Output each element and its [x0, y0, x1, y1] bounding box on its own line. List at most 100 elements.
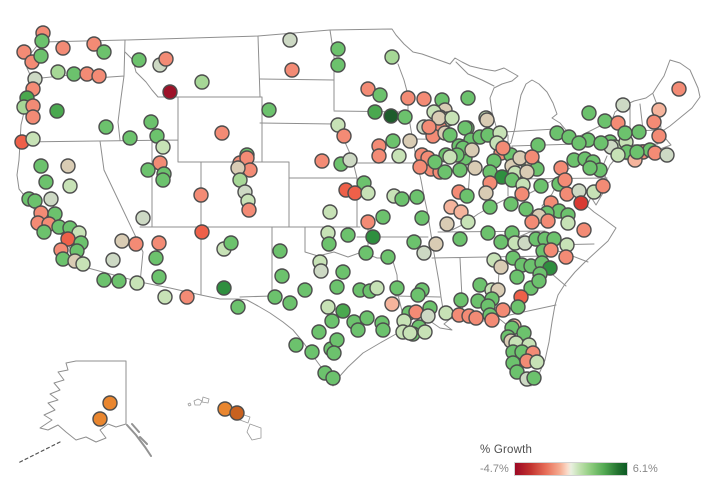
city-dot[interactable] — [324, 313, 340, 329]
city-dot[interactable] — [284, 62, 300, 78]
city-dot[interactable] — [193, 187, 209, 203]
city-dot[interactable] — [86, 36, 102, 52]
city-dot[interactable] — [385, 133, 401, 149]
city-dot[interactable] — [340, 227, 356, 243]
city-dot[interactable] — [129, 275, 145, 291]
city-dot[interactable] — [66, 66, 82, 82]
city-dot[interactable] — [371, 148, 387, 164]
city-dot[interactable] — [92, 411, 108, 427]
city-dot[interactable] — [468, 310, 484, 326]
city-dot[interactable] — [326, 345, 342, 361]
city-dot[interactable] — [493, 234, 509, 250]
city-dot[interactable] — [416, 91, 432, 107]
city-dot[interactable] — [533, 178, 549, 194]
city-dot[interactable] — [350, 322, 366, 338]
city-dot[interactable] — [27, 193, 43, 209]
city-dot[interactable] — [495, 302, 511, 318]
city-dot[interactable] — [524, 214, 540, 230]
city-dot[interactable] — [540, 213, 556, 229]
city-dot[interactable] — [330, 41, 346, 57]
city-dot[interactable] — [444, 110, 460, 126]
city-dot[interactable] — [529, 354, 545, 370]
city-dot[interactable] — [460, 214, 476, 230]
city-dot[interactable] — [427, 154, 443, 170]
city-dot[interactable] — [383, 108, 399, 124]
city-dot[interactable] — [367, 104, 383, 120]
city-dot[interactable] — [322, 204, 338, 220]
city-dot[interactable] — [384, 49, 400, 65]
city-dot[interactable] — [595, 178, 611, 194]
city-dot[interactable] — [313, 263, 329, 279]
city-dot[interactable] — [214, 125, 230, 141]
city-dot[interactable] — [526, 370, 542, 386]
city-dot[interactable] — [610, 147, 626, 163]
city-dot[interactable] — [91, 68, 107, 84]
city-dot[interactable] — [582, 160, 598, 176]
city-dot[interactable] — [347, 185, 363, 201]
city-dot[interactable] — [514, 186, 530, 202]
city-dot[interactable] — [524, 149, 540, 165]
city-dot[interactable] — [360, 185, 376, 201]
city-dot[interactable] — [329, 332, 345, 348]
city-dot[interactable] — [229, 405, 245, 421]
city-dot[interactable] — [128, 236, 144, 252]
city-dot[interactable] — [380, 249, 396, 265]
city-dot[interactable] — [480, 225, 496, 241]
city-dot[interactable] — [304, 344, 320, 360]
city-dot[interactable] — [573, 195, 589, 211]
city-dot[interactable] — [503, 196, 519, 212]
city-dot[interactable] — [194, 74, 210, 90]
city-dot[interactable] — [140, 162, 156, 178]
city-dot[interactable] — [375, 209, 391, 225]
city-dot[interactable] — [365, 229, 381, 245]
city-dot[interactable] — [162, 84, 178, 100]
city-dot[interactable] — [518, 201, 534, 217]
city-dot[interactable] — [495, 140, 511, 156]
city-dot[interactable] — [282, 32, 298, 48]
city-dot[interactable] — [593, 135, 609, 151]
city-dot[interactable] — [311, 324, 327, 340]
city-dot[interactable] — [484, 312, 500, 328]
city-dot[interactable] — [50, 64, 66, 80]
city-dot[interactable] — [111, 273, 127, 289]
city-dot[interactable] — [557, 172, 573, 188]
city-dot[interactable] — [369, 280, 385, 296]
city-dot[interactable] — [335, 303, 351, 319]
city-dot[interactable] — [16, 44, 32, 60]
city-dot[interactable] — [282, 295, 298, 311]
city-dot[interactable] — [230, 299, 246, 315]
city-dot[interactable] — [464, 142, 480, 158]
city-dot[interactable] — [114, 233, 130, 249]
city-dot[interactable] — [267, 289, 283, 305]
city-dot[interactable] — [615, 97, 631, 113]
city-dot[interactable] — [25, 109, 41, 125]
city-dot[interactable] — [155, 172, 171, 188]
city-dot[interactable] — [62, 178, 78, 194]
city-dot[interactable] — [384, 296, 400, 312]
city-dot[interactable] — [38, 174, 54, 190]
city-dot[interactable] — [194, 224, 210, 240]
city-dot[interactable] — [457, 120, 473, 136]
city-dot[interactable] — [646, 114, 662, 130]
city-dot[interactable] — [519, 164, 535, 180]
city-dot[interactable] — [33, 158, 49, 174]
city-dot[interactable] — [416, 245, 432, 261]
city-dot[interactable] — [372, 87, 388, 103]
city-dot[interactable] — [102, 395, 118, 411]
city-dot[interactable] — [437, 164, 453, 180]
city-dot[interactable] — [157, 289, 173, 305]
city-dot[interactable] — [394, 191, 410, 207]
city-dot[interactable] — [452, 231, 468, 247]
city-dot[interactable] — [417, 324, 433, 340]
city-dot[interactable] — [530, 137, 546, 153]
city-dot[interactable] — [223, 235, 239, 251]
city-dot[interactable] — [329, 279, 345, 295]
city-dot[interactable] — [442, 127, 458, 143]
city-dot[interactable] — [421, 119, 437, 135]
city-dot[interactable] — [131, 52, 147, 68]
city-dot[interactable] — [321, 236, 337, 252]
city-dot[interactable] — [460, 90, 476, 106]
city-dot[interactable] — [651, 128, 667, 144]
city-dot[interactable] — [509, 269, 525, 285]
city-dot[interactable] — [261, 102, 277, 118]
